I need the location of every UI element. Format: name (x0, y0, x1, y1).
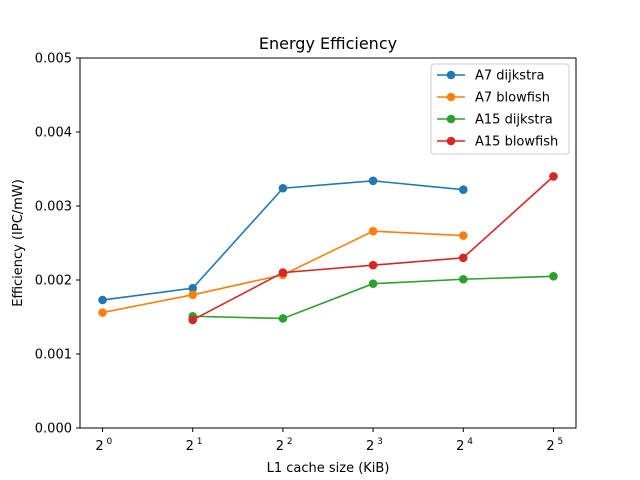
plot-area-frame (79, 57, 577, 429)
legend-item: A7 blowfish (437, 91, 550, 106)
data-point (98, 308, 107, 317)
legend-label: A15 dijkstra (475, 113, 553, 128)
legend-label: A7 dijkstra (475, 69, 544, 84)
y-tick-label: 0.003 (35, 200, 72, 215)
legend-marker (446, 70, 456, 80)
x-tick-exponent: 4 (467, 437, 473, 447)
legend-item: A15 dijkstra (437, 113, 553, 128)
data-point (549, 272, 558, 281)
x-tick-exponent: 1 (197, 437, 203, 447)
data-point (278, 314, 288, 323)
data-point (549, 172, 558, 181)
data-point (188, 283, 198, 293)
x-tick-exponent: 5 (557, 437, 563, 447)
data-point (458, 185, 468, 195)
x-tick-base: 2 (186, 439, 194, 454)
legend-marker (446, 92, 456, 102)
chart-title: Energy Efficiency (259, 34, 397, 53)
y-axis-ticks: 0.000 0.001 0.002 0.003 0.004 0.005 (35, 52, 80, 437)
series-3 (188, 172, 558, 325)
data-point (98, 295, 107, 305)
legend-marker (446, 114, 456, 124)
y-tick-label: 0.005 (35, 52, 72, 67)
y-tick-label: 0.001 (35, 348, 72, 363)
legend-marker (446, 136, 456, 146)
data-point (188, 290, 198, 300)
data-point (458, 231, 468, 240)
data-point (458, 253, 468, 263)
data-point (188, 315, 198, 325)
y-tick-label: 0.000 (35, 422, 72, 437)
x-axis-label: L1 cache size (KiB) (267, 461, 390, 476)
x-tick-base: 2 (366, 439, 374, 454)
legend-label: A15 blowfish (475, 135, 558, 150)
x-tick-base: 2 (276, 439, 284, 454)
x-tick-exponent: 0 (107, 437, 113, 447)
series-line (192, 175, 554, 321)
data-point (278, 183, 288, 193)
x-tick-exponent: 2 (287, 437, 293, 447)
legend-item: A15 blowfish (437, 135, 558, 150)
data-point (458, 274, 468, 284)
data-point (368, 260, 378, 270)
y-axis-label: Efficiency (IPC/mW) (11, 179, 26, 307)
legend-box (430, 63, 570, 155)
data-point (368, 226, 378, 236)
data-point (278, 268, 288, 277)
x-tick-base: 2 (456, 439, 464, 454)
series-0 (98, 176, 468, 305)
series-layer (98, 172, 558, 325)
legend-label: A7 blowfish (475, 91, 550, 106)
x-tick-base: 2 (546, 439, 554, 454)
y-tick-label: 0.002 (35, 274, 72, 289)
x-tick-exponent: 3 (377, 437, 383, 447)
x-tick-base: 2 (95, 439, 103, 454)
y-tick-label: 0.004 (35, 126, 72, 141)
series-2 (188, 272, 558, 323)
legend-item: A7 dijkstra (437, 69, 544, 84)
legend: A7 dijkstra A7 blowfish A15 dijkstra A15 bl… (430, 63, 570, 155)
data-point (368, 176, 378, 186)
data-point (368, 279, 378, 289)
